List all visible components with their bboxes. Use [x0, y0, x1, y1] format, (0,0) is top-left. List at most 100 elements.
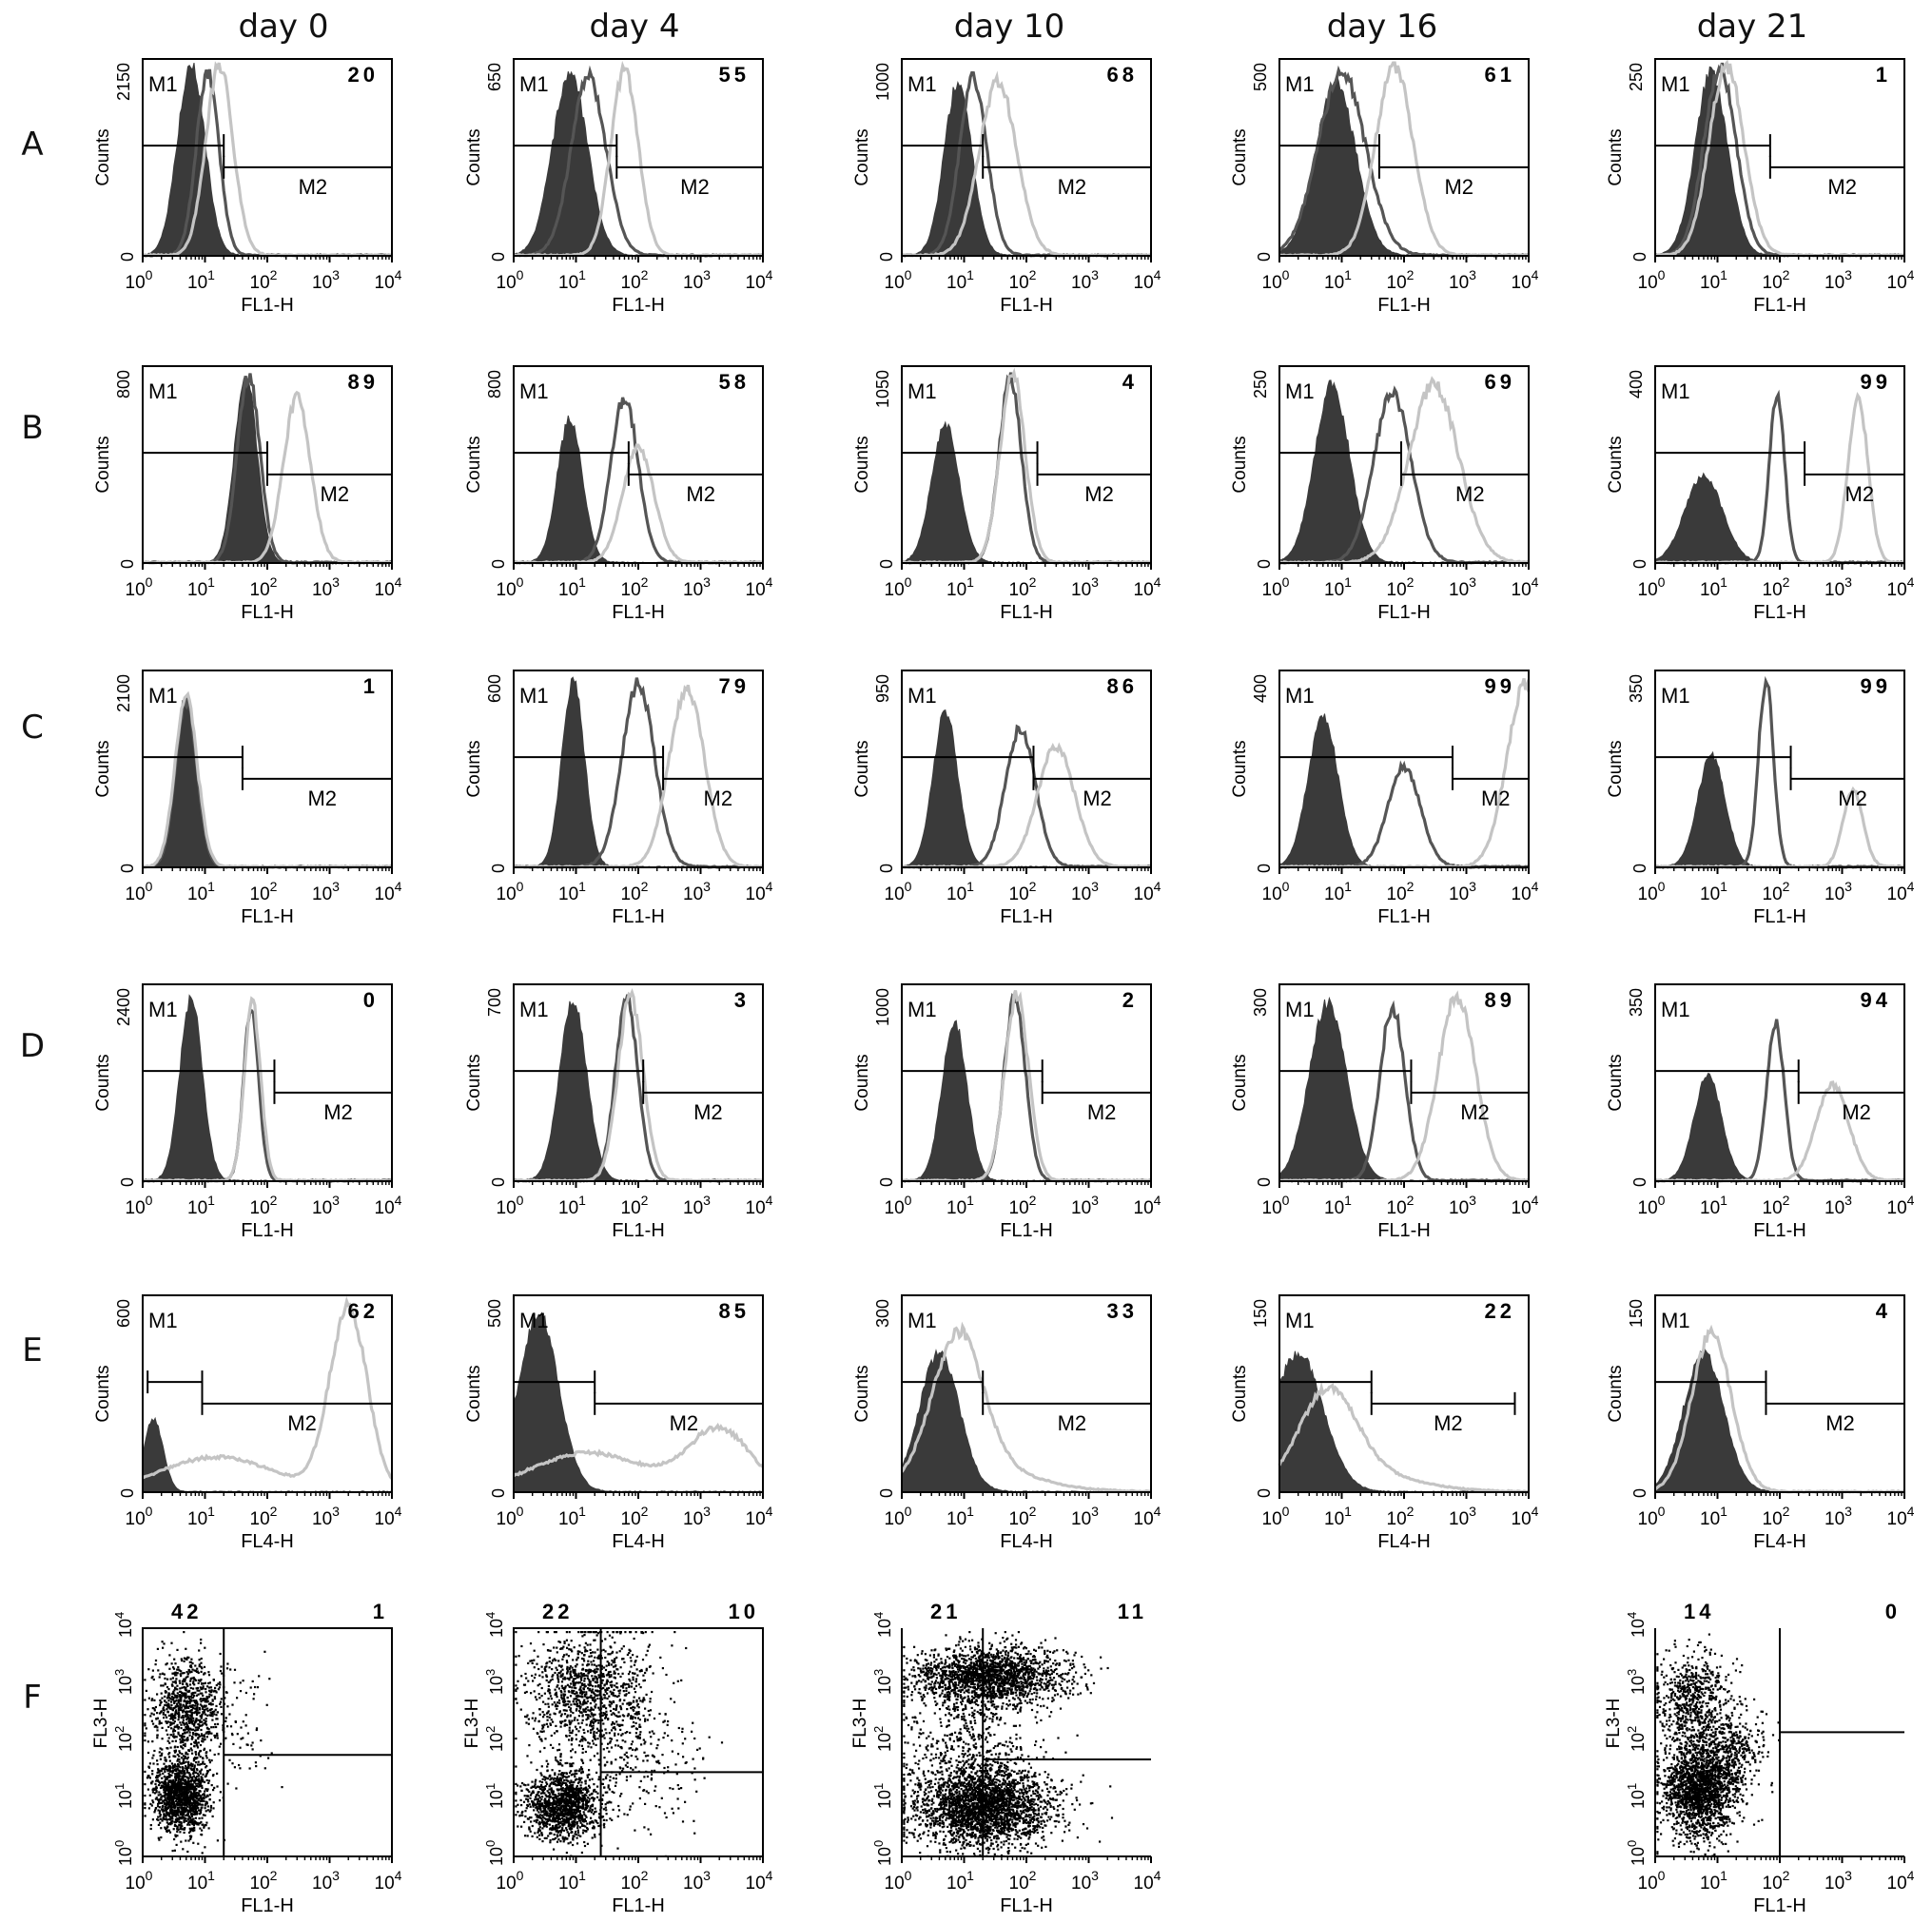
event-dot [250, 1686, 252, 1688]
event-dot [188, 1669, 190, 1671]
y-tick-label: 500 [485, 1299, 504, 1328]
event-dot [569, 1772, 571, 1774]
gate-m2: M2 [1043, 1081, 1151, 1124]
x-tick-label: 103 [312, 1504, 340, 1529]
gate-label: M2 [1842, 1100, 1871, 1124]
x-axis-label: FL1-H [241, 1220, 294, 1241]
event-dot [174, 1717, 176, 1719]
percent-value: 85 [719, 1299, 750, 1323]
event-dot [179, 1794, 181, 1796]
event-dot [198, 1775, 200, 1777]
event-dot [158, 1784, 160, 1786]
event-dot [197, 1795, 199, 1797]
event-dot [540, 1784, 542, 1786]
event-dot [578, 1819, 580, 1821]
y-axis-label: Counts [464, 128, 484, 185]
event-dot [520, 1799, 522, 1801]
event-dot [181, 1770, 183, 1772]
event-dot [153, 1714, 155, 1716]
event-dot [184, 1810, 185, 1812]
event-dot [231, 1704, 233, 1706]
event-dot [609, 1779, 611, 1781]
event-dot [194, 1679, 196, 1680]
gate-m1: M1 [147, 1309, 202, 1393]
x-tick-label: 101 [558, 879, 586, 904]
event-dot [166, 1722, 167, 1724]
event-dot [157, 1669, 159, 1671]
event-dot [166, 1814, 168, 1816]
event-dot [541, 1796, 543, 1797]
event-dot [169, 1698, 171, 1700]
event-dot [179, 1680, 181, 1681]
x-tick-label: 103 [1449, 574, 1476, 600]
gate-label: M2 [1434, 1411, 1463, 1435]
x-tick-label: 104 [1134, 879, 1161, 904]
event-dot [563, 1818, 565, 1820]
event-dot [205, 1822, 207, 1824]
event-dot [176, 1819, 178, 1821]
event-dot [535, 1814, 537, 1816]
x-tick-label: 103 [683, 1504, 711, 1529]
event-dot [260, 1739, 262, 1741]
event-dot [156, 1759, 158, 1761]
gate-m1: M1 [1655, 998, 1799, 1082]
event-dot [161, 1796, 163, 1797]
event-dot [144, 1722, 146, 1724]
event-dot [219, 1799, 221, 1801]
event-dot [208, 1779, 210, 1781]
event-dot [178, 1733, 180, 1735]
event-dot [185, 1716, 186, 1718]
event-dot [217, 1737, 219, 1738]
event-dot [185, 1648, 186, 1650]
row-label-c: C [13, 709, 51, 747]
y-tick-label: 0 [489, 1488, 508, 1498]
event-dot [201, 1830, 203, 1832]
event-dot [165, 1797, 166, 1798]
x-tick-label: 104 [1512, 1504, 1539, 1529]
percent-value: 79 [719, 674, 750, 698]
gate-label: M2 [287, 1411, 317, 1435]
event-dot [187, 1777, 189, 1779]
event-dot [166, 1825, 168, 1827]
event-dot [190, 1819, 192, 1821]
event-dot [194, 1701, 196, 1703]
event-dot [181, 1762, 183, 1764]
gate-label: M2 [299, 175, 328, 199]
event-dot [563, 1830, 565, 1832]
event-dot [184, 1772, 185, 1774]
event-dot [171, 1722, 173, 1724]
x-tick-label: 104 [1134, 1193, 1161, 1218]
event-dot [192, 1688, 194, 1690]
event-dot [184, 1736, 185, 1738]
event-dot [151, 1773, 153, 1775]
event-dot [149, 1795, 151, 1797]
event-dot [585, 1787, 587, 1789]
y-tick-label: 0 [1255, 864, 1274, 873]
percent-value: 58 [719, 370, 750, 394]
event-dot [585, 1831, 587, 1833]
event-dot [563, 1790, 565, 1792]
y-tick-label: 104 [112, 1612, 135, 1638]
event-dot [581, 1795, 583, 1797]
event-dot [167, 1704, 169, 1706]
event-dot [168, 1742, 170, 1744]
event-dot [195, 1772, 197, 1774]
event-dot [200, 1744, 202, 1746]
event-dot [208, 1674, 210, 1676]
x-tick-label: 102 [1763, 267, 1790, 293]
event-dot [198, 1777, 200, 1779]
event-dot [570, 1829, 572, 1831]
x-tick-label: 104 [1134, 574, 1161, 600]
event-dot [180, 1698, 182, 1700]
event-dot [577, 1804, 579, 1806]
event-dot [183, 1796, 185, 1797]
event-dot [587, 1797, 589, 1798]
event-dot [187, 1714, 189, 1716]
event-dot [557, 1838, 559, 1840]
event-dot [179, 1831, 181, 1833]
event-dot [198, 1680, 200, 1681]
event-dot [217, 1682, 219, 1684]
event-dot [183, 1679, 185, 1680]
